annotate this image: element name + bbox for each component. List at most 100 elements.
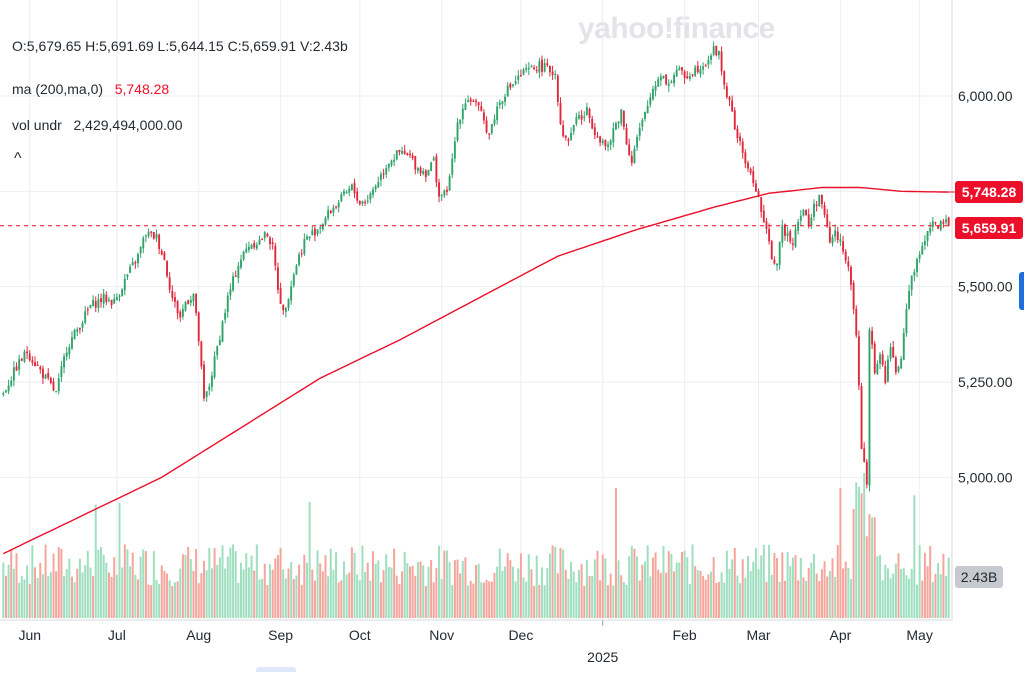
candle-body [5,390,7,393]
volume-bar [754,547,757,618]
candle-body [572,125,575,132]
volume-bar [290,562,293,618]
volume-bar [284,578,287,618]
range-selector-handle[interactable] [256,667,296,672]
volume-bar [31,545,34,618]
candle-body [921,245,924,255]
volume-bar [416,562,419,618]
candle-body [897,366,900,372]
candle-body [166,261,168,277]
candle-body [387,163,390,168]
candle-body [414,156,417,170]
volume-bar [152,551,155,618]
candle-body [472,100,475,102]
ma-indicator-legend[interactable]: ma (200,ma,0) 5,748.28 [12,81,169,97]
candle-body [100,298,102,303]
volume-bar [728,569,731,618]
x-tick-label: Dec [508,627,533,643]
candle-body [844,251,847,261]
candle-body [477,102,480,106]
candle-body [694,67,697,76]
volume-bar [411,565,414,618]
candle-body [446,189,448,192]
candle-body [86,309,89,311]
candle-body [195,293,198,313]
candle-body [596,136,599,138]
candle-body [802,209,805,216]
volume-bar [36,578,39,618]
candle-body [934,222,937,224]
candle-body [567,139,570,142]
candle-body [76,329,79,332]
candle-body [799,215,802,221]
candle-body [747,162,749,169]
candle-body [509,83,512,88]
volume-bar [781,552,784,618]
candle-body [419,167,422,174]
candle-body [731,100,734,112]
candle-body [496,106,499,120]
candle-body [512,84,514,87]
volume-bar [823,561,826,618]
candle-body [353,182,356,194]
candle-body [739,136,742,141]
candle-body [181,308,184,317]
volume-bar [398,583,401,618]
candle-body [773,259,776,264]
candle-body [213,356,216,378]
volume-bar [776,558,779,618]
candle-body [488,133,491,135]
volume-bar [60,548,63,618]
candle-body [575,117,578,125]
candle-body [398,149,401,153]
volume-bar [538,584,541,618]
candle-body [18,359,21,370]
collapse-legend-chevron-icon[interactable]: ^ [14,150,22,167]
volume-bar [107,572,110,618]
volume-bar [366,562,369,618]
candle-body [876,364,879,375]
candle-body [937,225,940,229]
candle-body [247,246,250,251]
candle-body [762,210,765,223]
volume-bar [934,573,937,618]
volume-bar [585,559,588,618]
candle-body [192,294,195,302]
candle-body [842,241,845,252]
candle-body [92,299,95,306]
candle-body [393,159,396,162]
volume-bar [52,553,55,618]
candle-body [390,160,393,166]
volume-bar [287,568,290,618]
volume-bar [757,569,760,618]
volume-bar [657,569,660,618]
candle-body [633,148,636,163]
volume-indicator-legend[interactable]: vol undr 2,429,494,000.00 [12,117,182,133]
candle-body [784,224,786,236]
candle-body [807,214,810,227]
volume-bar [26,565,29,618]
volume-bar [474,565,478,618]
side-panel-handle[interactable] [1019,272,1024,310]
candle-body [865,461,868,485]
candle-body [7,385,10,392]
volume-bar [364,571,367,618]
candle-body [63,356,66,368]
volume-bar [844,561,847,618]
candle-body [918,254,921,259]
volume-bar [783,580,786,618]
volume-bar [311,569,314,618]
volume-bar [150,585,153,618]
ma-price-tag: 5,748.28 [955,181,1023,203]
candle-body [715,45,718,56]
candle-body [432,158,435,161]
volume-bar [55,571,58,618]
volume-bar [250,555,253,618]
volume-bar [926,566,929,618]
volume-indicator-value: 2,429,494,000.00 [73,117,183,133]
candle-body [459,120,462,124]
volume-bar [308,501,311,618]
volume-bar [160,565,163,618]
